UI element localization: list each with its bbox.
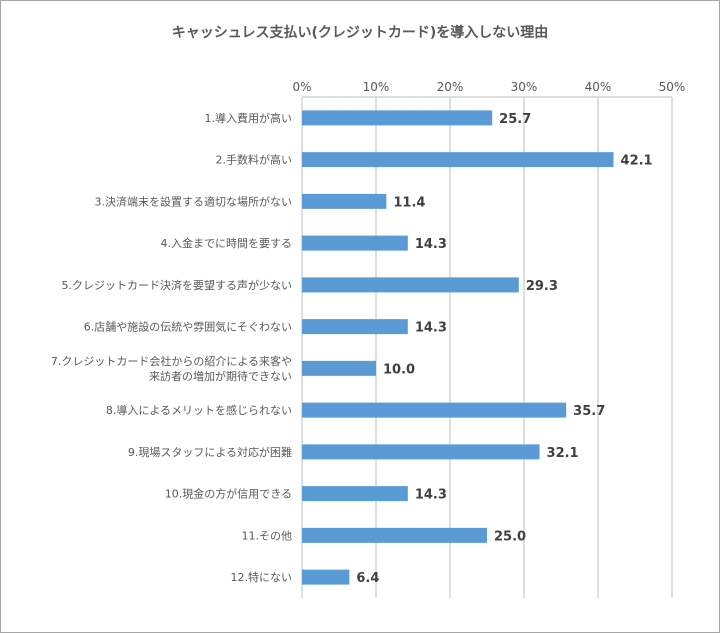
data-label: 10.0 xyxy=(383,362,415,377)
bar xyxy=(302,277,519,293)
data-label: 25.7 xyxy=(499,112,531,127)
data-label: 32.1 xyxy=(547,446,579,461)
bar xyxy=(302,569,350,585)
x-tick-label: 10% xyxy=(363,80,390,94)
chart-title: キャッシュレス支払い(クレジットカード)を導入しない理由 xyxy=(171,25,549,41)
bar xyxy=(302,402,567,418)
bar xyxy=(302,235,408,251)
category-label: 2.手数料が高い xyxy=(216,153,293,167)
category-label: 7.クレジットカード会社からの紹介による来客や xyxy=(51,354,292,368)
data-label: 6.4 xyxy=(356,571,379,586)
bar xyxy=(302,444,540,460)
data-label: 25.0 xyxy=(494,529,526,544)
category-label: 10.現金の方が信用できる xyxy=(165,487,292,501)
category-label: 5.クレジットカード決済を要望する声が少ない xyxy=(62,278,293,292)
x-tick-label: 50% xyxy=(659,80,686,94)
data-label: 42.1 xyxy=(621,154,653,169)
bar xyxy=(302,360,376,376)
category-label: 9.現場スタッフによる対応が困難 xyxy=(128,445,292,459)
data-label: 14.3 xyxy=(415,321,447,336)
bar xyxy=(302,152,614,168)
bar xyxy=(302,110,493,126)
category-label: 11.その他 xyxy=(242,529,293,542)
bar xyxy=(302,319,408,335)
category-label: 8.導入によるメリットを感じられない xyxy=(106,403,292,417)
category-label: 3.決済端末を設置する適切な場所がない xyxy=(95,194,293,208)
bar xyxy=(302,486,408,502)
bar xyxy=(302,193,387,209)
category-label: 12.特にない xyxy=(231,570,293,584)
bar xyxy=(302,527,487,543)
category-label: 来訪者の増加が期待できない xyxy=(149,369,292,383)
x-tick-label: 30% xyxy=(511,80,538,94)
category-label: 1.導入費用が高い xyxy=(205,111,293,125)
x-tick-label: 20% xyxy=(437,80,464,94)
x-tick-label: 40% xyxy=(585,80,612,94)
category-label: 6.店舗や施設の伝統や雰囲気にそぐわない xyxy=(84,320,292,334)
data-label: 11.4 xyxy=(393,195,425,210)
data-label: 14.3 xyxy=(415,488,447,503)
category-label: 4.入金までに時間を要する xyxy=(161,236,293,250)
x-tick-label: 0% xyxy=(292,80,311,94)
data-label: 14.3 xyxy=(415,237,447,252)
data-label: 29.3 xyxy=(526,279,558,294)
data-label: 35.7 xyxy=(573,404,605,419)
